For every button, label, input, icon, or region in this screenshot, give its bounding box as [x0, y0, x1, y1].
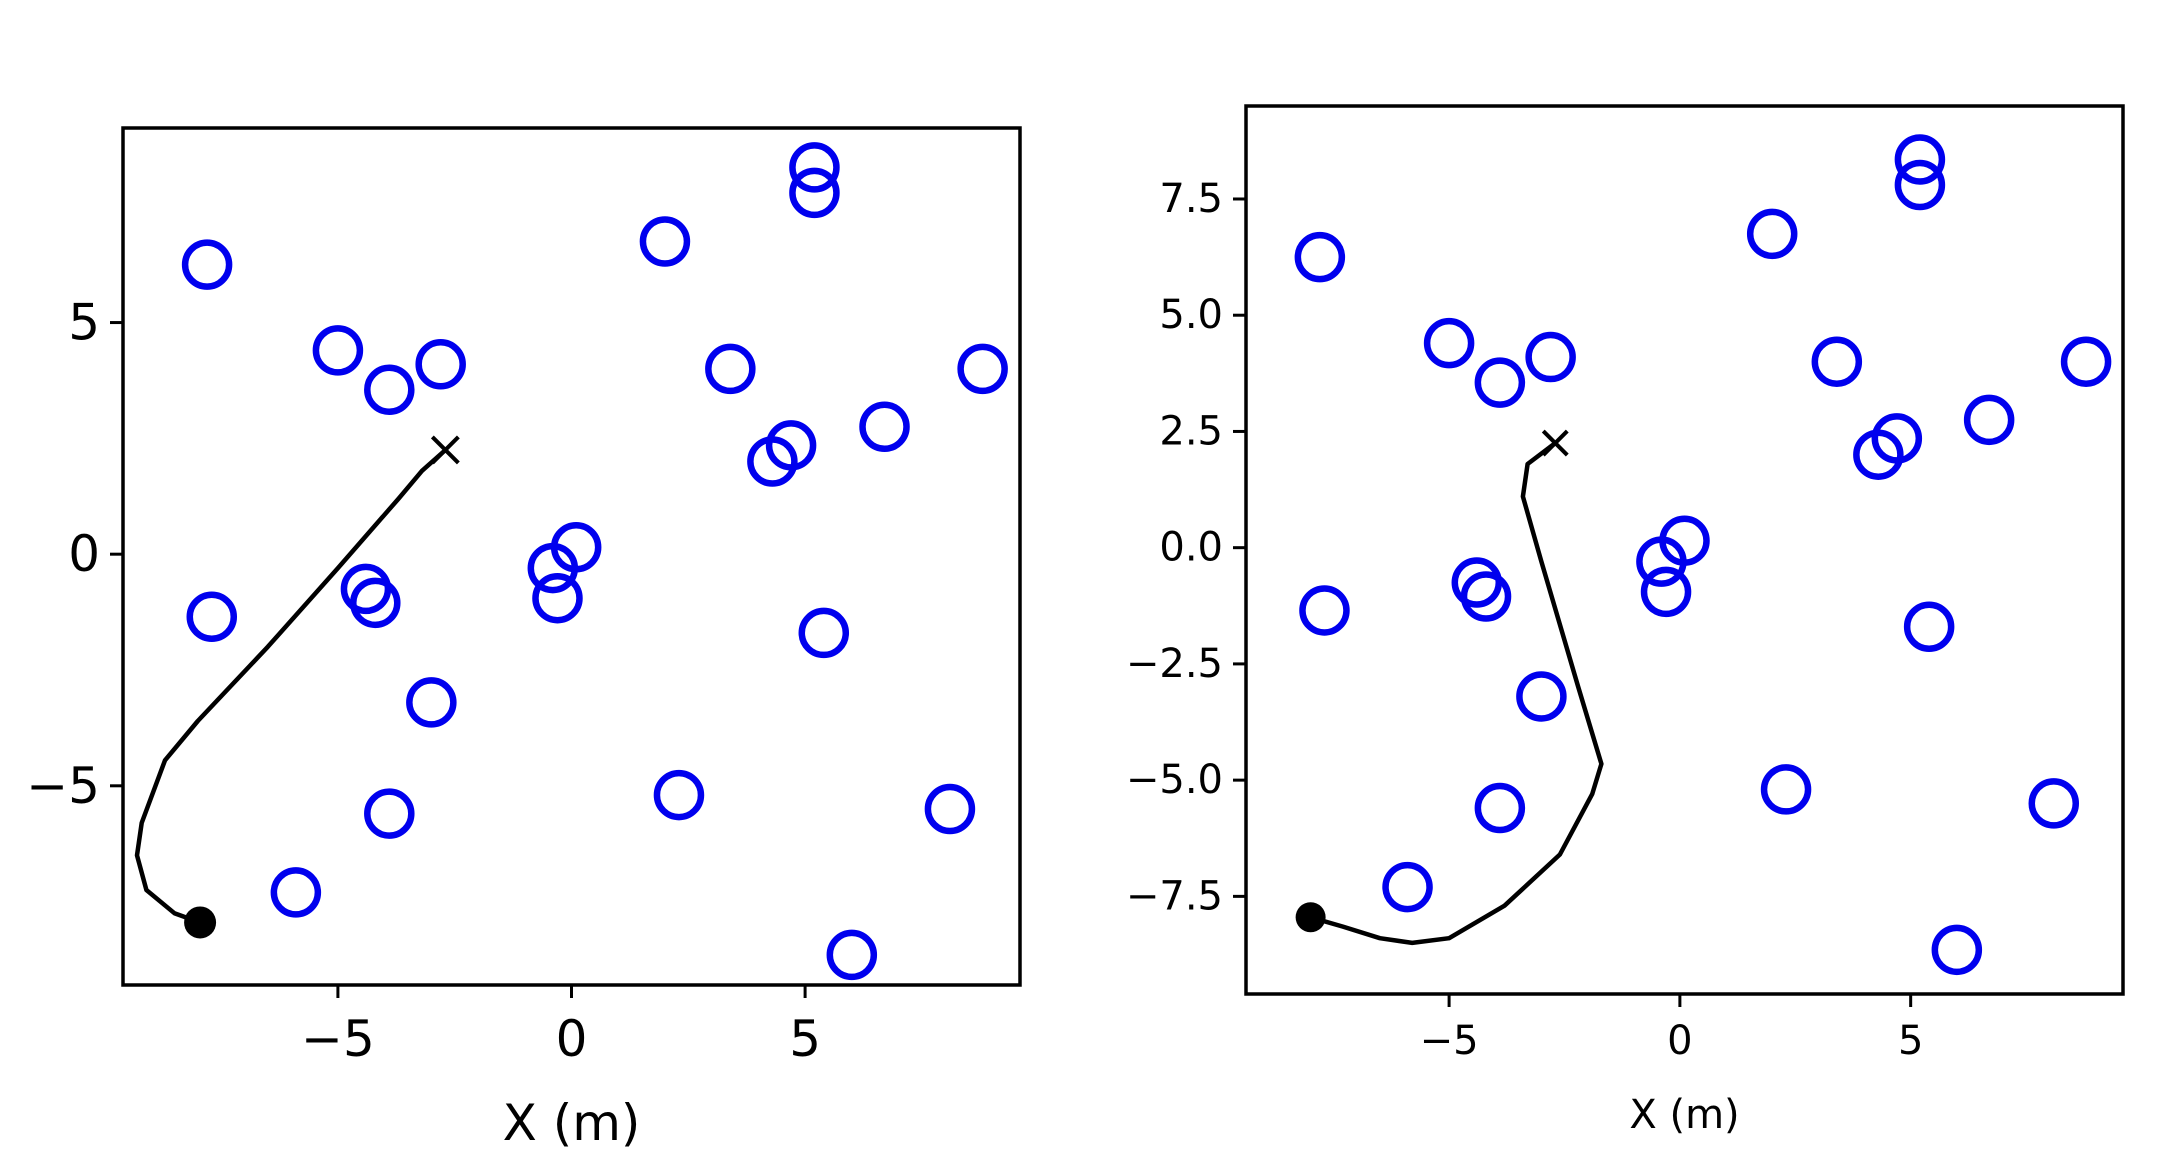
obstacle-circle	[364, 364, 415, 415]
y-tick-label: 2.5	[1159, 408, 1223, 454]
obstacle-circle	[1299, 585, 1350, 636]
obstacle-circle	[789, 167, 840, 219]
obstacle-circle	[789, 142, 840, 193]
y-tick-label: 7.5	[1159, 176, 1223, 222]
x-tick-label: 0	[556, 1010, 588, 1068]
obstacle-circle	[826, 929, 878, 981]
obstacle-circle	[705, 343, 756, 395]
obstacle-circle	[1382, 861, 1433, 913]
trajectory-line	[1309, 441, 1604, 946]
obstacle-circle	[639, 216, 691, 267]
obstacle-circle	[1474, 782, 1526, 834]
y-tick-label: −5.0	[1126, 757, 1223, 803]
obstacle-circle	[312, 325, 364, 376]
obstacle-circle	[181, 239, 233, 290]
obstacle-circle	[1746, 208, 1798, 260]
goal-marker-stroke	[1541, 429, 1569, 457]
x-tick-label: 0	[1667, 1018, 1692, 1064]
obstacle-circle	[1931, 924, 1983, 976]
obstacle-circle	[1871, 413, 1923, 464]
obstacle-circle	[1811, 336, 1863, 387]
obstacle-circle	[1525, 331, 1576, 383]
obstacle-circle	[406, 677, 457, 728]
obstacle-circle	[186, 591, 238, 642]
obstacle-circle	[2060, 336, 2112, 387]
left-plot-panel: −5 0 5 5 0 −5 X (m)	[26, 126, 1022, 1152]
start-marker	[1295, 902, 1326, 933]
obstacle-circle	[364, 788, 415, 839]
obstacle-circle	[270, 867, 322, 918]
y-tick-label: 0.0	[1159, 525, 1223, 571]
obstacle-circle	[1460, 571, 1512, 622]
obstacle-circle	[1903, 601, 1955, 652]
obstacle-circle	[653, 769, 705, 821]
x-tick-label: −5	[1420, 1018, 1479, 1064]
obstacle-circle	[957, 343, 1008, 395]
obstacle-circle	[1760, 764, 1812, 815]
obstacle-circle	[1640, 566, 1692, 618]
obstacle-circle	[1659, 515, 1710, 566]
x-axis-label: X (m)	[1629, 1092, 1739, 1138]
obstacle-circle	[859, 401, 910, 453]
obstacle-circle	[532, 572, 583, 624]
y-tick-label: −5	[26, 757, 100, 815]
goal-marker-stroke	[430, 435, 460, 465]
x-axis-label: X (m)	[503, 1094, 641, 1150]
obstacle-circle	[1423, 317, 1475, 369]
y-tick-label: 5.0	[1159, 292, 1223, 338]
goal-marker	[1541, 429, 1569, 457]
obstacle-circle	[1894, 159, 1946, 211]
axes-frame	[1244, 104, 2125, 996]
obstacle-circle	[415, 339, 466, 390]
y-tick-label: 5	[68, 294, 100, 352]
obstacle-circle	[1294, 231, 1346, 283]
obstacle-circle	[350, 577, 401, 629]
x-tick-label: −5	[301, 1010, 375, 1068]
obstacle-circle	[924, 783, 976, 835]
right-plot-panel: −5 0 5 7.5 5.0 2.5 0.0 −2.5 −5.0 −7.5 X (m)	[1126, 104, 2125, 1138]
obstacle-circle	[798, 607, 850, 659]
start-marker	[184, 906, 217, 939]
obstacle-circle	[550, 521, 602, 573]
obstacle-circle	[1894, 134, 1946, 185]
trajectory-line	[134, 448, 447, 925]
x-tick-label: 5	[789, 1010, 821, 1068]
y-tick-label: −2.5	[1126, 641, 1223, 687]
obstacle-circle	[1474, 357, 1526, 408]
obstacle-circle	[2028, 778, 2080, 829]
y-tick-label: 0	[68, 525, 100, 583]
obstacle-circle	[1516, 671, 1567, 722]
y-tick-label: −7.5	[1126, 873, 1223, 919]
obstacle-circle	[1963, 394, 2015, 446]
obstacle-circle	[765, 420, 817, 471]
x-tick-label: 5	[1898, 1018, 1923, 1064]
goal-marker	[430, 435, 460, 465]
